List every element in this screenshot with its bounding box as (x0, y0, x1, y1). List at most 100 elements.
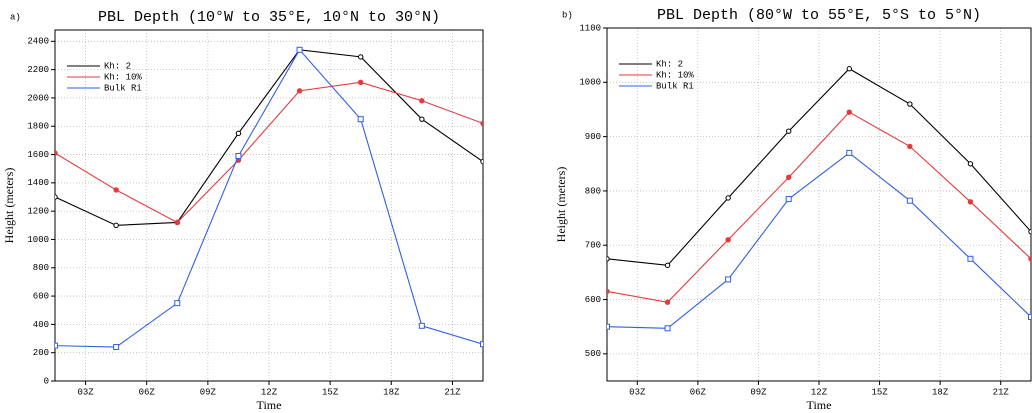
x-tick-label: 09Z (200, 387, 217, 397)
marker (846, 66, 852, 72)
x-tick-label: 15Z (322, 387, 339, 397)
y-tick-label: 800 (585, 186, 601, 196)
y-tick-label: 600 (585, 295, 601, 305)
marker (174, 300, 181, 307)
y-axis-label: Height (meters) (554, 167, 568, 243)
marker (664, 262, 671, 269)
y-tick-label: 2400 (27, 37, 49, 47)
y-axis-label: Height (meters) (2, 168, 16, 244)
legend-label: Kh: 2 (656, 59, 683, 69)
x-axis-label: Time (807, 398, 832, 412)
marker (480, 158, 483, 165)
series-line (607, 152, 1031, 329)
chart-title: PBL Depth (10°W to 35°E, 10°N to 30°N) (98, 9, 440, 26)
marker (419, 98, 425, 104)
marker (55, 194, 58, 200)
marker (113, 222, 119, 229)
marker (607, 288, 610, 295)
marker (235, 152, 242, 159)
plot (607, 66, 1031, 332)
y-tick-label: 700 (585, 241, 601, 251)
marker (967, 255, 974, 262)
legend-label: Kh: 10% (656, 70, 694, 80)
series-line (55, 81, 483, 224)
x-tick-label: 18Z (932, 387, 949, 397)
plot-frame (54, 29, 484, 382)
y-tick-label: 600 (33, 291, 49, 301)
marker (967, 161, 974, 167)
marker (607, 323, 610, 330)
marker (358, 54, 364, 60)
x-tick-label: 03Z (629, 387, 646, 397)
x-tick-label: 18Z (383, 387, 400, 397)
x-tick-label: 06Z (139, 387, 156, 397)
marker (419, 116, 425, 122)
series-line (55, 49, 483, 226)
x-tick-label: 09Z (750, 387, 767, 397)
x-tick-label: 12Z (811, 387, 828, 397)
panel: b) PBL Depth (80°W to 55°E, 5°S to 5°N) Ti… (554, 7, 1032, 412)
marker (786, 128, 792, 134)
marker (480, 341, 483, 348)
x-tick-label: 15Z (871, 387, 888, 397)
y-tick-label: 800 (33, 263, 49, 273)
panel-label: a) (10, 12, 21, 22)
panel: a) PBL Depth (10°W to 35°E, 10°N to 30°N)… (2, 9, 484, 412)
x-axis-label: Time (257, 398, 282, 412)
marker (846, 149, 853, 156)
legend-label: Bulk Ri (656, 81, 694, 91)
y-tick-label: 1200 (27, 207, 49, 217)
marker (358, 79, 364, 86)
marker (55, 342, 58, 349)
marker (480, 120, 483, 127)
legend-label: Bulk Ri (104, 83, 142, 93)
marker (664, 325, 671, 332)
marker (113, 187, 119, 193)
x-tick-label: 06Z (690, 387, 707, 397)
marker (725, 237, 731, 243)
y-tick-label: 1100 (579, 23, 601, 33)
marker (664, 299, 671, 305)
x-tick-label: 21Z (444, 387, 461, 397)
marker (1028, 228, 1031, 235)
marker (113, 344, 120, 351)
marker (357, 116, 364, 123)
marker (174, 219, 180, 226)
marker (296, 46, 303, 53)
marker (1028, 256, 1031, 262)
marker (785, 196, 792, 203)
marker (607, 256, 610, 262)
legend-label: Kh: 10% (104, 72, 142, 82)
marker (418, 322, 425, 329)
marker (725, 276, 732, 283)
y-tick-label: 200 (33, 348, 49, 358)
x-tick-label: 12Z (261, 387, 278, 397)
y-tick-label: 1000 (579, 78, 601, 88)
y-tick-label: 1400 (27, 178, 49, 188)
marker (846, 109, 852, 115)
marker (55, 150, 58, 156)
plot-frame (606, 27, 1032, 382)
marker (296, 88, 303, 94)
plot (55, 46, 483, 351)
series-line (607, 68, 1031, 266)
y-tick-label: 1600 (27, 150, 49, 160)
x-tick-label: 21Z (993, 387, 1010, 397)
y-tick-label: 1000 (27, 235, 49, 245)
series-line (55, 48, 483, 348)
marker (235, 130, 242, 137)
y-tick-label: 500 (585, 349, 601, 359)
marker (906, 197, 913, 204)
y-tick-label: 2000 (27, 93, 49, 103)
marker (907, 101, 913, 107)
y-tick-label: 900 (585, 132, 601, 142)
y-tick-label: 400 (33, 320, 49, 330)
y-tick-label: 0 (44, 376, 49, 386)
marker (725, 195, 731, 201)
panel-label: b) (562, 10, 573, 20)
chart-title: PBL Depth (80°W to 55°E, 5°S to 5°N) (657, 7, 981, 24)
legend-label: Kh: 2 (104, 61, 131, 71)
x-tick-label: 03Z (77, 387, 94, 397)
marker (1028, 313, 1031, 320)
